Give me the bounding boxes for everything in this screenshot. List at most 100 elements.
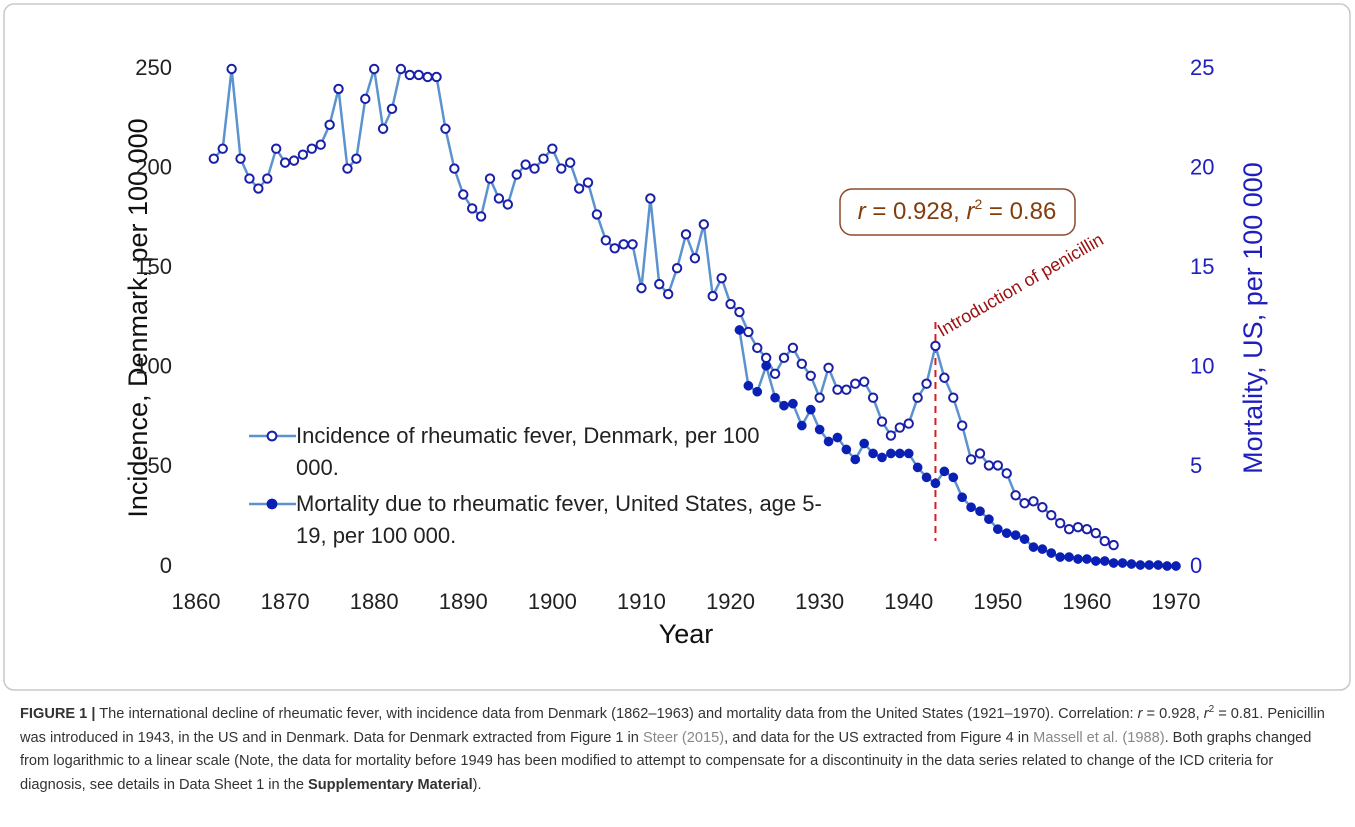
x-tick-label: 1880	[350, 589, 399, 614]
data-point	[609, 243, 620, 254]
data-point	[1099, 535, 1110, 547]
data-point	[1063, 523, 1075, 535]
data-point	[1028, 496, 1039, 507]
caption-text: = 0.928,	[1142, 706, 1204, 722]
data-point	[671, 263, 683, 274]
y2-tick-label: 15	[1190, 254, 1214, 279]
data-point	[262, 173, 273, 184]
penicillin-label: Introduction of penicillin	[934, 229, 1107, 340]
x-tick-label: 1930	[795, 589, 844, 614]
data-point	[841, 384, 852, 395]
series-line	[212, 66, 1115, 547]
data-point	[788, 398, 798, 409]
y-tick-label: 200	[135, 154, 172, 179]
caption-text: r	[1137, 706, 1143, 722]
data-point	[1117, 558, 1128, 568]
data-point	[1090, 527, 1102, 539]
r-value: = 0.928,	[866, 198, 967, 225]
data-point	[796, 420, 807, 431]
data-point	[1099, 556, 1110, 566]
data-point	[217, 143, 228, 154]
data-point	[716, 272, 727, 284]
data-point	[600, 235, 612, 246]
y2-tick-label: 20	[1190, 154, 1214, 179]
data-point	[1082, 554, 1092, 564]
caption-text: r	[1203, 706, 1209, 722]
data-point	[698, 219, 710, 230]
data-point	[538, 153, 549, 164]
data-point	[377, 123, 389, 134]
data-point	[627, 239, 638, 250]
data-point	[886, 448, 896, 459]
data-point	[529, 163, 540, 174]
data-point	[475, 211, 487, 222]
data-point	[1144, 560, 1155, 570]
data-point	[778, 352, 790, 364]
data-point	[770, 392, 780, 403]
data-point	[520, 159, 531, 170]
legend-marker	[266, 430, 278, 442]
x-tick-label: 1890	[439, 589, 488, 614]
caption-text: , and data for the US extracted from Fig…	[724, 729, 1034, 746]
data-point	[867, 392, 879, 403]
data-point	[556, 163, 567, 174]
data-point	[734, 325, 745, 335]
data-point	[333, 83, 344, 95]
data-point	[1126, 559, 1137, 569]
data-point	[814, 392, 825, 403]
data-point	[975, 506, 985, 517]
data-point	[413, 69, 424, 81]
correlation-annotation: r = 0.928, r2 = 0.86	[858, 196, 1057, 226]
data-point	[1171, 561, 1181, 571]
figure-border	[3, 3, 1351, 691]
data-point	[582, 177, 594, 188]
data-point	[645, 193, 656, 204]
legend-entry: Mortality due to rheumatic fever, United…	[296, 491, 822, 548]
x-tick-label: 1860	[172, 589, 221, 614]
data-point	[1046, 548, 1057, 558]
data-point	[360, 93, 371, 105]
data-point	[760, 352, 772, 364]
annotation-box	[839, 188, 1076, 236]
data-point	[858, 376, 870, 387]
data-point	[1073, 554, 1083, 564]
data-point	[431, 71, 442, 83]
data-point	[1028, 542, 1039, 552]
data-point	[903, 418, 914, 429]
data-point	[1108, 539, 1119, 551]
y-tick-label: 0	[160, 553, 172, 578]
legend-marker	[266, 498, 278, 510]
data-point	[779, 400, 789, 411]
x-tick-label: 1970	[1152, 589, 1201, 614]
data-point	[466, 203, 478, 214]
caption-text: = 0.81. Penicillin was introduced in 194…	[20, 706, 1325, 746]
y-tick-label: 150	[135, 254, 172, 279]
data-point	[939, 466, 950, 477]
data-point	[894, 422, 906, 433]
data-point	[992, 460, 1004, 471]
data-point	[903, 448, 914, 459]
data-point	[297, 149, 309, 160]
caption-text: ).	[472, 776, 482, 793]
r-symbol: r	[966, 198, 975, 225]
data-point	[912, 462, 923, 473]
data-point	[1046, 510, 1057, 521]
data-point	[957, 492, 968, 503]
data-point	[1108, 558, 1119, 568]
data-point	[984, 514, 994, 525]
data-point	[930, 340, 941, 352]
y-axis-label: Incidence, Denmark, per 100 000	[123, 118, 153, 517]
caption-text: . Both graphs changed from logarithmic t…	[20, 729, 1312, 793]
data-point	[814, 424, 825, 435]
data-point	[270, 143, 282, 154]
y2-tick-label: 5	[1190, 453, 1202, 478]
data-point	[1081, 523, 1093, 535]
citation-link[interactable]: Massell et al. (1988)	[1033, 729, 1165, 746]
data-point	[841, 444, 852, 455]
y-tick-label: 100	[135, 354, 172, 379]
citation-link[interactable]: Steer (2015)	[642, 729, 725, 746]
data-point	[876, 416, 888, 427]
data-point	[832, 384, 843, 395]
data-point	[1019, 534, 1030, 544]
